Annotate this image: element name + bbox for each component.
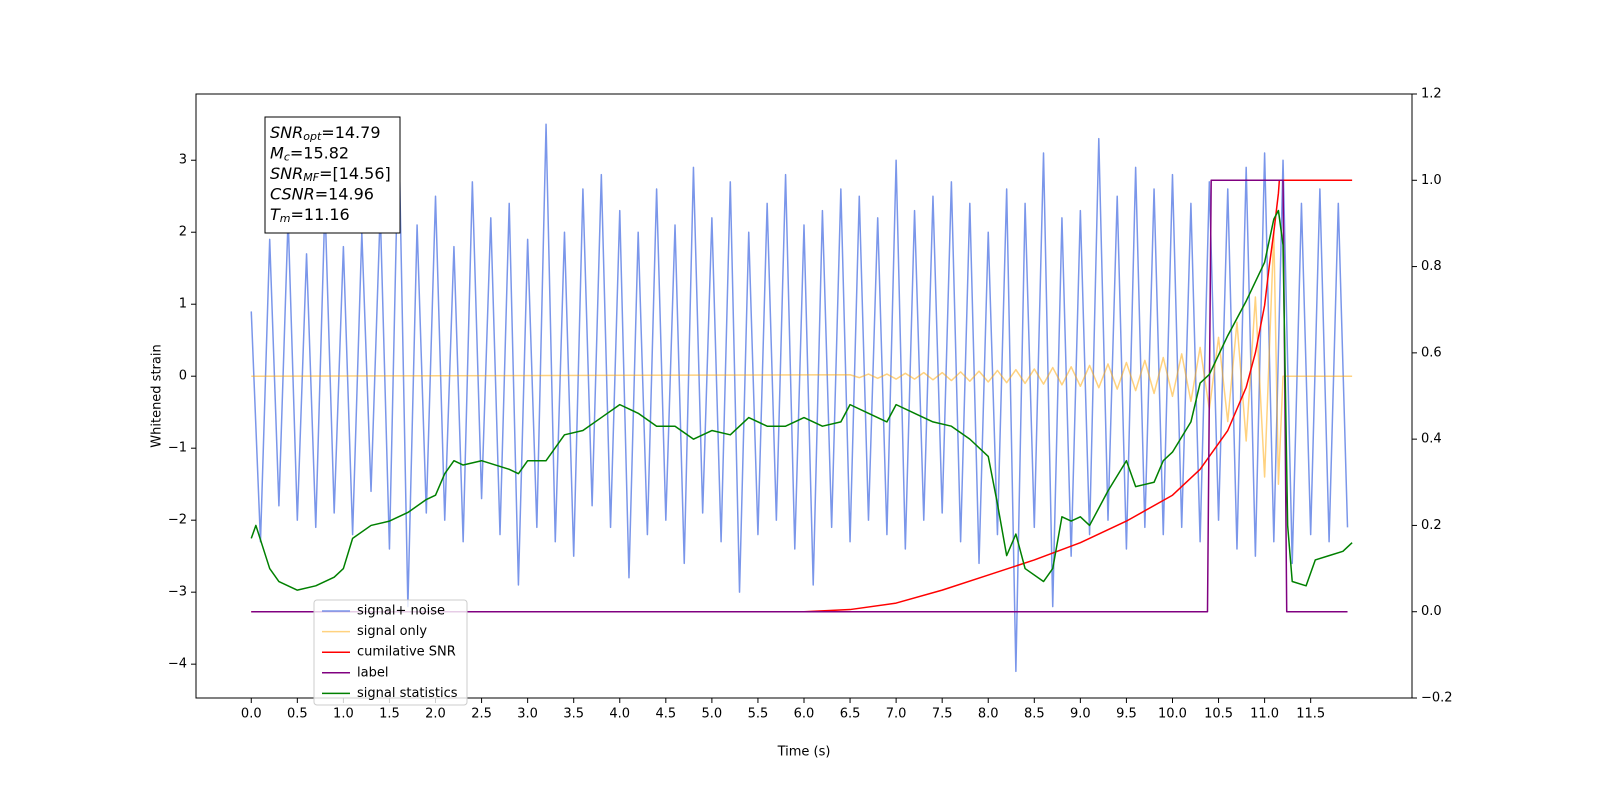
annotation-symbol: SNR — [270, 164, 303, 183]
y-tick-label: 3 — [179, 153, 187, 168]
annotation-value: =14.79 — [321, 123, 380, 142]
annotation-box — [264, 116, 401, 234]
y2-tick-label: 0.4 — [1421, 432, 1442, 447]
x-tick-label: 2.5 — [471, 707, 492, 722]
annotation-symbol: CSNR — [270, 184, 315, 203]
annotation-value: =11.16 — [291, 205, 350, 224]
annotation: CSNR=14.96 — [270, 184, 374, 203]
legend-label: label — [357, 665, 388, 680]
legend-label: signal only — [357, 624, 427, 639]
y2-tick-label: 0.6 — [1421, 345, 1442, 360]
y-tick-label: −3 — [168, 585, 187, 600]
legend-label: signal statistics — [357, 686, 458, 701]
x-tick-label: 0.5 — [287, 707, 308, 722]
annotation: SNRopt=14.79 — [270, 123, 381, 144]
annotation-symbol: M — [270, 143, 284, 162]
x-tick-label: 7.5 — [932, 707, 953, 722]
annotation: SNRMF=[14.56] — [270, 164, 391, 185]
y2-tick-label: −0.2 — [1421, 691, 1453, 706]
y2-tick-label: 0.0 — [1421, 604, 1442, 619]
y-tick-label: 1 — [179, 297, 187, 312]
x-tick-label: 9.0 — [1070, 707, 1091, 722]
x-tick-label: 11.0 — [1250, 707, 1279, 722]
legend-label: signal+ noise — [357, 604, 445, 619]
y-axis-label: Whitened strain — [150, 344, 165, 447]
y-tick-label: −2 — [168, 513, 187, 528]
x-tick-label: 8.0 — [978, 707, 999, 722]
annotation: Tm=11.16 — [270, 205, 350, 226]
y2-tick-label: 1.2 — [1421, 87, 1442, 102]
annotation-subscript: m — [280, 212, 291, 225]
y2-tick-label: 1.0 — [1421, 173, 1442, 188]
x-tick-label: 4.5 — [655, 707, 676, 722]
x-tick-label: 2.0 — [425, 707, 446, 722]
x-tick-label: 10.5 — [1204, 707, 1233, 722]
series-line — [251, 231, 1353, 485]
x-tick-label: 1.5 — [379, 707, 400, 722]
series-line — [250, 123, 1349, 673]
y-tick-label: −4 — [168, 657, 187, 672]
annotation-value: =[14.56] — [319, 164, 391, 183]
y-tick-label: −1 — [168, 441, 187, 456]
series-line — [251, 179, 1353, 613]
annotation-symbol: SNR — [270, 123, 303, 142]
x-tick-label: 1.0 — [333, 707, 354, 722]
annotation-subscript: MF — [303, 171, 319, 184]
y2-tick-label: 0.8 — [1421, 259, 1442, 274]
x-tick-label: 6.5 — [840, 707, 861, 722]
x-tick-label: 8.5 — [1024, 707, 1045, 722]
annotation-value: =14.96 — [315, 184, 374, 203]
y-tick-label: 0 — [179, 369, 187, 384]
x-tick-label: 6.0 — [794, 707, 815, 722]
annotation-symbol: T — [270, 205, 281, 224]
x-tick-label: 3.0 — [517, 707, 538, 722]
x-axis-label: Time (s) — [777, 745, 831, 760]
x-tick-label: 3.5 — [563, 707, 584, 722]
y2-tick-label: 0.2 — [1421, 518, 1442, 533]
x-tick-label: 4.0 — [609, 707, 630, 722]
x-tick-label: 5.0 — [702, 707, 723, 722]
annotation-subscript: opt — [303, 130, 322, 143]
series-line — [250, 209, 1353, 591]
x-tick-label: 7.0 — [886, 707, 907, 722]
y-tick-label: 2 — [179, 225, 187, 240]
x-tick-label: 11.5 — [1296, 707, 1325, 722]
annotation-subscript: c — [284, 151, 290, 164]
legend-box — [313, 599, 468, 706]
annotation-value: =15.82 — [290, 143, 349, 162]
x-tick-label: 0.0 — [241, 707, 262, 722]
x-tick-label: 9.5 — [1116, 707, 1137, 722]
x-tick-label: 5.5 — [748, 707, 769, 722]
series-line — [251, 179, 1348, 613]
annotation: Mc=15.82 — [270, 143, 349, 164]
x-tick-label: 10.0 — [1158, 707, 1187, 722]
legend-label: cumilative SNR — [357, 645, 456, 660]
